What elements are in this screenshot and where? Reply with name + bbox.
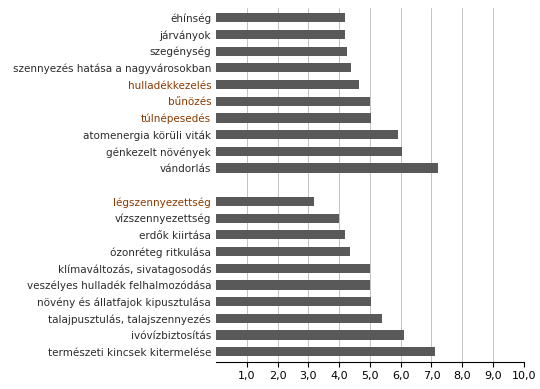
- Bar: [216, 331, 404, 340]
- Bar: [216, 163, 437, 173]
- Bar: [216, 297, 372, 306]
- Bar: [216, 280, 370, 289]
- Bar: [216, 147, 402, 156]
- Bar: [216, 247, 350, 256]
- Bar: [216, 314, 382, 323]
- Bar: [216, 230, 345, 240]
- Bar: [216, 30, 345, 39]
- Bar: [216, 130, 397, 139]
- Bar: [216, 264, 370, 273]
- Bar: [216, 97, 370, 106]
- Bar: [216, 113, 372, 123]
- Bar: [216, 47, 347, 56]
- Bar: [216, 63, 352, 72]
- Bar: [216, 214, 339, 223]
- Bar: [216, 80, 359, 89]
- Bar: [216, 347, 435, 356]
- Bar: [216, 197, 314, 206]
- Bar: [216, 13, 345, 23]
